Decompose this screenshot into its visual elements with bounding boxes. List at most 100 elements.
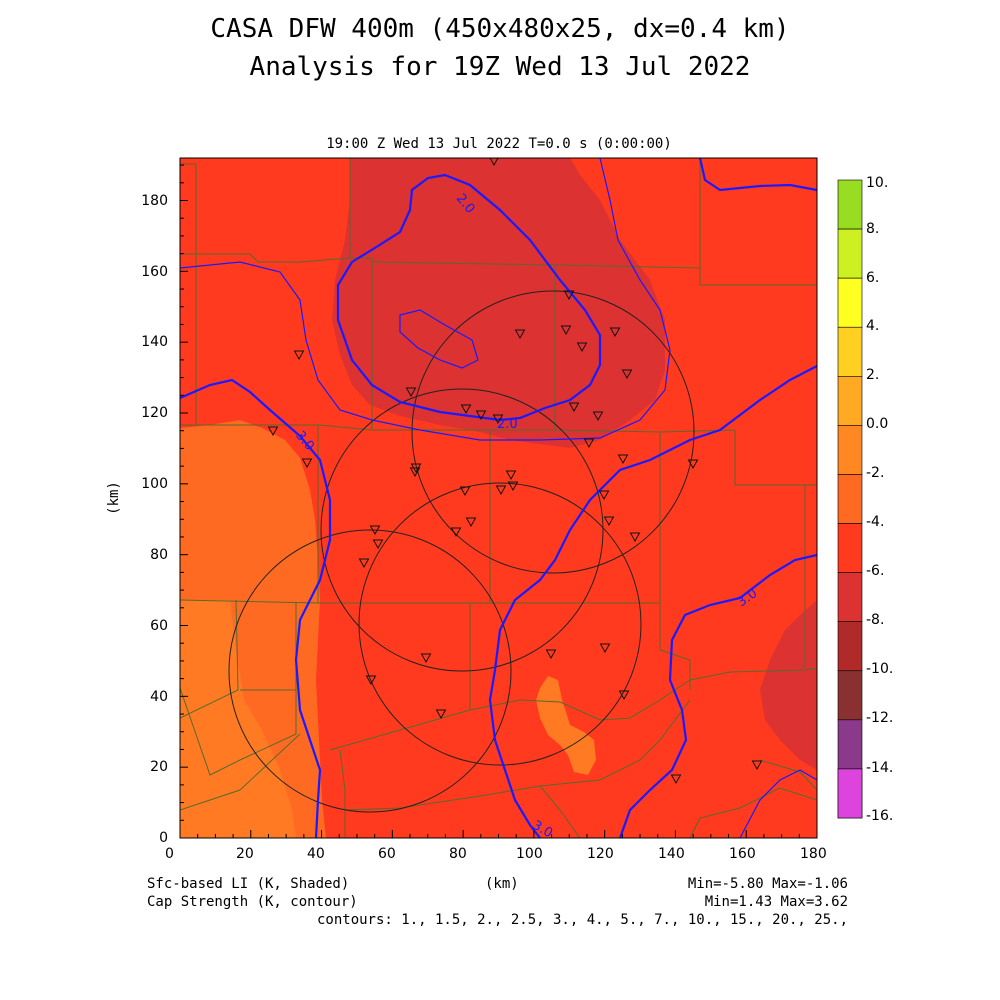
colorbar-swatch [837, 425, 863, 475]
station-marker [489, 158, 499, 167]
station-marker [369, 525, 381, 536]
contour-3-0-center [488, 365, 817, 838]
y-tick-20: 20 [150, 759, 168, 775]
x-tick-160: 160 [729, 846, 756, 862]
cap-strength-contours [180, 158, 817, 838]
y-tick-120: 120 [141, 405, 168, 421]
colorbar-swatch [837, 621, 863, 672]
station-marker [505, 470, 517, 481]
colorbar-swatch [837, 719, 863, 770]
station-marker [563, 290, 575, 301]
station-marker [435, 709, 447, 720]
x-axis-ticks [179, 830, 818, 838]
panel-header: 19:00 Z Wed 13 Jul 2022 T=0.0 s (0:00:00… [326, 136, 672, 152]
station-marker [592, 411, 604, 422]
x-tick-20: 20 [236, 846, 254, 862]
title-line-1: CASA DFW 400m (450x480x25, dx=0.4 km) [210, 14, 790, 44]
y-tick-140: 140 [141, 334, 168, 350]
colorbar-swatch [837, 376, 863, 426]
contour-label-2-0-south: 2.0 [497, 417, 518, 432]
colorbar-label-m10: -10. [866, 661, 894, 677]
station-marker [358, 558, 370, 569]
footer-stats-shaded: Min=-5.80 Max=-1.06 [687, 876, 848, 892]
station-marker [751, 760, 763, 771]
contour-2-5-north [180, 158, 671, 441]
footer-stats-contour: Min=1.43 Max=3.62 [704, 894, 848, 910]
colorbar-swatch [837, 228, 863, 279]
colorbar [837, 179, 863, 819]
station-markers [267, 158, 763, 785]
x-tick-80: 80 [449, 846, 467, 862]
station-marker [365, 675, 377, 686]
station-marker [475, 410, 487, 421]
colorbar-label-m8: -8. [866, 612, 885, 628]
station-marker [372, 539, 384, 550]
colorbar-swatch [837, 326, 863, 377]
title-line-2: Analysis for 19Z Wed 13 Jul 2022 [249, 52, 751, 82]
contour-2-0 [336, 173, 602, 422]
y-tick-180: 180 [141, 193, 168, 209]
y-tick-40: 40 [150, 689, 168, 705]
contour-2-5-south [739, 769, 817, 838]
colorbar-label-6: 6. [866, 270, 880, 286]
map-plot-area: 2.0 2.0 3.0 3.0 3.0 [180, 158, 817, 838]
station-marker [514, 329, 526, 340]
station-marker [687, 459, 699, 470]
station-marker [629, 532, 641, 543]
colorbar-label-m12: -12. [866, 710, 894, 726]
li-cool-region-north [332, 158, 665, 448]
county-boundaries [180, 158, 817, 838]
li-cool-region-southeast [760, 600, 817, 770]
colorbar-swatch [837, 474, 863, 524]
colorbar-swatch [837, 523, 863, 573]
li-warm-region-west-inner [180, 600, 296, 838]
colorbar-swatch [837, 277, 863, 328]
station-marker [293, 350, 305, 361]
station-marker [267, 426, 279, 437]
contour-3-0-northeast [698, 158, 817, 192]
colorbar-label-m14: -14. [866, 760, 894, 776]
footer-field-contour: Cap Strength (K, contour) [147, 894, 358, 910]
x-tick-140: 140 [658, 846, 685, 862]
station-marker [405, 387, 417, 398]
station-marker [598, 490, 610, 501]
station-marker [576, 342, 588, 353]
station-marker [621, 369, 633, 380]
y-axis-ticks [180, 164, 188, 839]
x-tick-120: 120 [587, 846, 614, 862]
contour-3-0-southeast [618, 553, 817, 838]
station-marker [507, 481, 519, 492]
x-tick-0: 0 [165, 846, 174, 862]
colorbar-label-2: 2. [866, 367, 880, 383]
station-marker [409, 467, 421, 478]
station-marker [460, 404, 472, 415]
colorbar-label-10: 10. [866, 175, 889, 191]
li-warm-blob-south [536, 676, 596, 775]
colorbar-swatch [837, 572, 863, 622]
station-marker [603, 516, 615, 527]
contour-3-0-west [180, 378, 332, 838]
colorbar-label-m2: -2. [866, 465, 885, 481]
y-tick-160: 160 [141, 264, 168, 280]
station-marker [560, 325, 572, 336]
station-marker [492, 414, 504, 425]
station-marker [465, 517, 477, 528]
colorbar-label-m4: -4. [866, 514, 885, 530]
colorbar-swatch [837, 179, 863, 230]
station-marker [459, 486, 471, 497]
colorbar-label-m6: -6. [866, 563, 885, 579]
x-tick-100: 100 [516, 846, 543, 862]
station-marker [670, 774, 682, 785]
y-tick-0: 0 [159, 830, 168, 846]
colorbar-label-0: 0.0 [866, 416, 889, 432]
station-marker [617, 454, 629, 465]
station-marker [450, 527, 462, 538]
station-marker [583, 438, 595, 449]
station-marker [420, 653, 432, 664]
station-marker [495, 485, 507, 496]
station-marker [599, 643, 611, 654]
station-marker [609, 327, 621, 338]
footer-field-shaded: Sfc-based LI (K, Shaded) [147, 876, 350, 892]
y-tick-100: 100 [141, 476, 168, 492]
